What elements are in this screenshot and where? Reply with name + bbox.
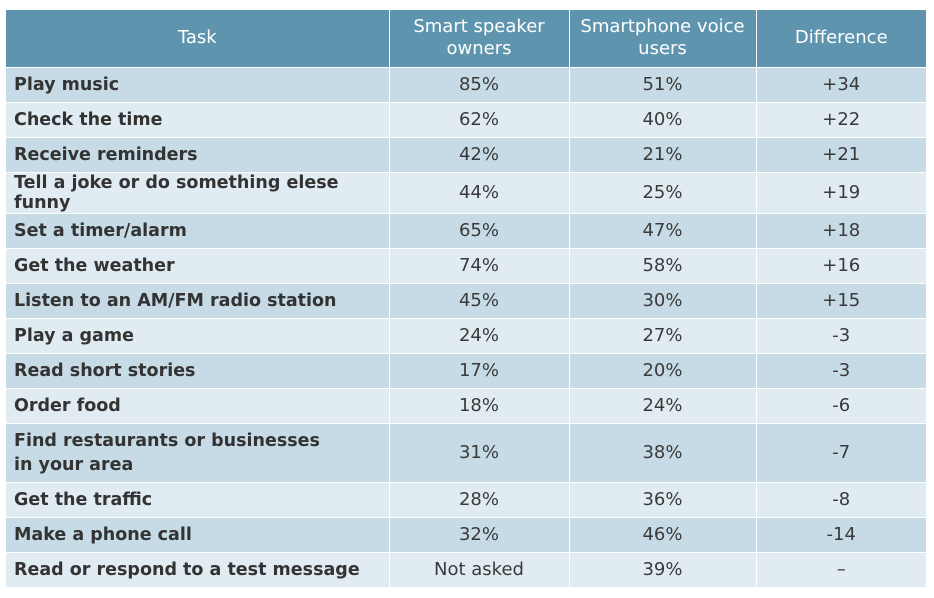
header-difference: Difference [756,10,926,67]
task-cell: Play music [6,66,390,102]
smartphone-cell: 46% [569,516,757,552]
difference-cell: -3 [756,352,926,388]
smartphone-cell: 27% [569,317,757,353]
smartphone-cell: 39% [569,551,757,587]
smartphone-cell: 47% [569,212,757,248]
header-task: Task [6,10,390,67]
table-row: Tell a joke or do something elese funny … [6,171,926,213]
difference-cell: +19 [756,171,926,213]
difference-cell: +22 [756,101,926,137]
smart-speaker-cell: 18% [389,387,570,423]
smartphone-cell: 38% [569,422,757,482]
smartphone-cell: 20% [569,352,757,388]
header-task-label: Task [177,27,217,49]
task-cell: Check the time [6,101,390,137]
difference-cell: +18 [756,212,926,248]
table-row: Read or respond to a test message Not as… [6,551,926,587]
smart-speaker-cell: 24% [389,317,570,353]
smart-speaker-cell: Not asked [389,551,570,587]
difference-cell: +21 [756,136,926,172]
table-row: Find restaurants or businesses in your a… [6,422,926,482]
table-row: Get the traffic 28% 36% -8 [6,481,926,517]
difference-cell: +34 [756,66,926,102]
difference-cell: +16 [756,247,926,283]
task-cell: Get the traffic [6,481,390,517]
smartphone-cell: 21% [569,136,757,172]
table-row: Play a game 24% 27% -3 [6,317,926,353]
task-cell: Get the weather [6,247,390,283]
smart-speaker-cell: 74% [389,247,570,283]
task-cell: Receive reminders [6,136,390,172]
table-body: Play music 85% 51% +34 Check the time 62… [6,66,926,587]
table-header: Task Smart speaker owners Smartphone voi… [6,10,926,67]
difference-cell: -14 [756,516,926,552]
table-row: Read short stories 17% 20% -3 [6,352,926,388]
table-row: Play music 85% 51% +34 [6,66,926,102]
comparison-table: Task Smart speaker owners Smartphone voi… [6,10,926,587]
table-row: Order food 18% 24% -6 [6,387,926,423]
task-cell: Order food [6,387,390,423]
smartphone-cell: 24% [569,387,757,423]
task-cell: Make a phone call [6,516,390,552]
header-smart-speaker: Smart speaker owners [389,10,570,67]
task-cell: Find restaurants or businesses in your a… [6,422,390,482]
smart-speaker-cell: 65% [389,212,570,248]
task-cell: Set a timer/alarm [6,212,390,248]
smartphone-cell: 25% [569,171,757,213]
header-smartphone-line1: Smartphone voice [580,16,745,38]
header-smart-speaker-line1: Smart speaker [413,16,545,38]
difference-cell: – [756,551,926,587]
task-cell: Read short stories [6,352,390,388]
difference-cell: -3 [756,317,926,353]
smartphone-cell: 30% [569,282,757,318]
smart-speaker-cell: 62% [389,101,570,137]
difference-cell: -6 [756,387,926,423]
header-difference-label: Difference [794,27,888,49]
task-cell-line2: in your area [14,454,134,475]
smart-speaker-cell: 45% [389,282,570,318]
smart-speaker-cell: 85% [389,66,570,102]
smart-speaker-cell: 28% [389,481,570,517]
smart-speaker-cell: 44% [389,171,570,213]
table-row: Check the time 62% 40% +22 [6,101,926,137]
table-row: Set a timer/alarm 65% 47% +18 [6,212,926,248]
table-row: Receive reminders 42% 21% +21 [6,136,926,172]
smart-speaker-cell: 31% [389,422,570,482]
smartphone-cell: 51% [569,66,757,102]
task-cell: Play a game [6,317,390,353]
smart-speaker-cell: 17% [389,352,570,388]
table-row: Listen to an AM/FM radio station 45% 30%… [6,282,926,318]
header-row: Task Smart speaker owners Smartphone voi… [6,10,926,67]
task-cell-line1: Find restaurants or businesses [14,430,320,451]
smartphone-cell: 40% [569,101,757,137]
header-smartphone: Smartphone voice users [569,10,757,67]
table-row: Get the weather 74% 58% +16 [6,247,926,283]
table-row: Make a phone call 32% 46% -14 [6,516,926,552]
smartphone-cell: 36% [569,481,757,517]
header-smartphone-line2: users [638,38,687,60]
task-cell: Listen to an AM/FM radio station [6,282,390,318]
difference-cell: -8 [756,481,926,517]
smartphone-cell: 58% [569,247,757,283]
smart-speaker-cell: 32% [389,516,570,552]
task-cell: Tell a joke or do something elese funny [6,171,390,213]
header-smart-speaker-line2: owners [446,38,512,60]
difference-cell: +15 [756,282,926,318]
task-cell: Read or respond to a test message [6,551,390,587]
smart-speaker-cell: 42% [389,136,570,172]
difference-cell: -7 [756,422,926,482]
